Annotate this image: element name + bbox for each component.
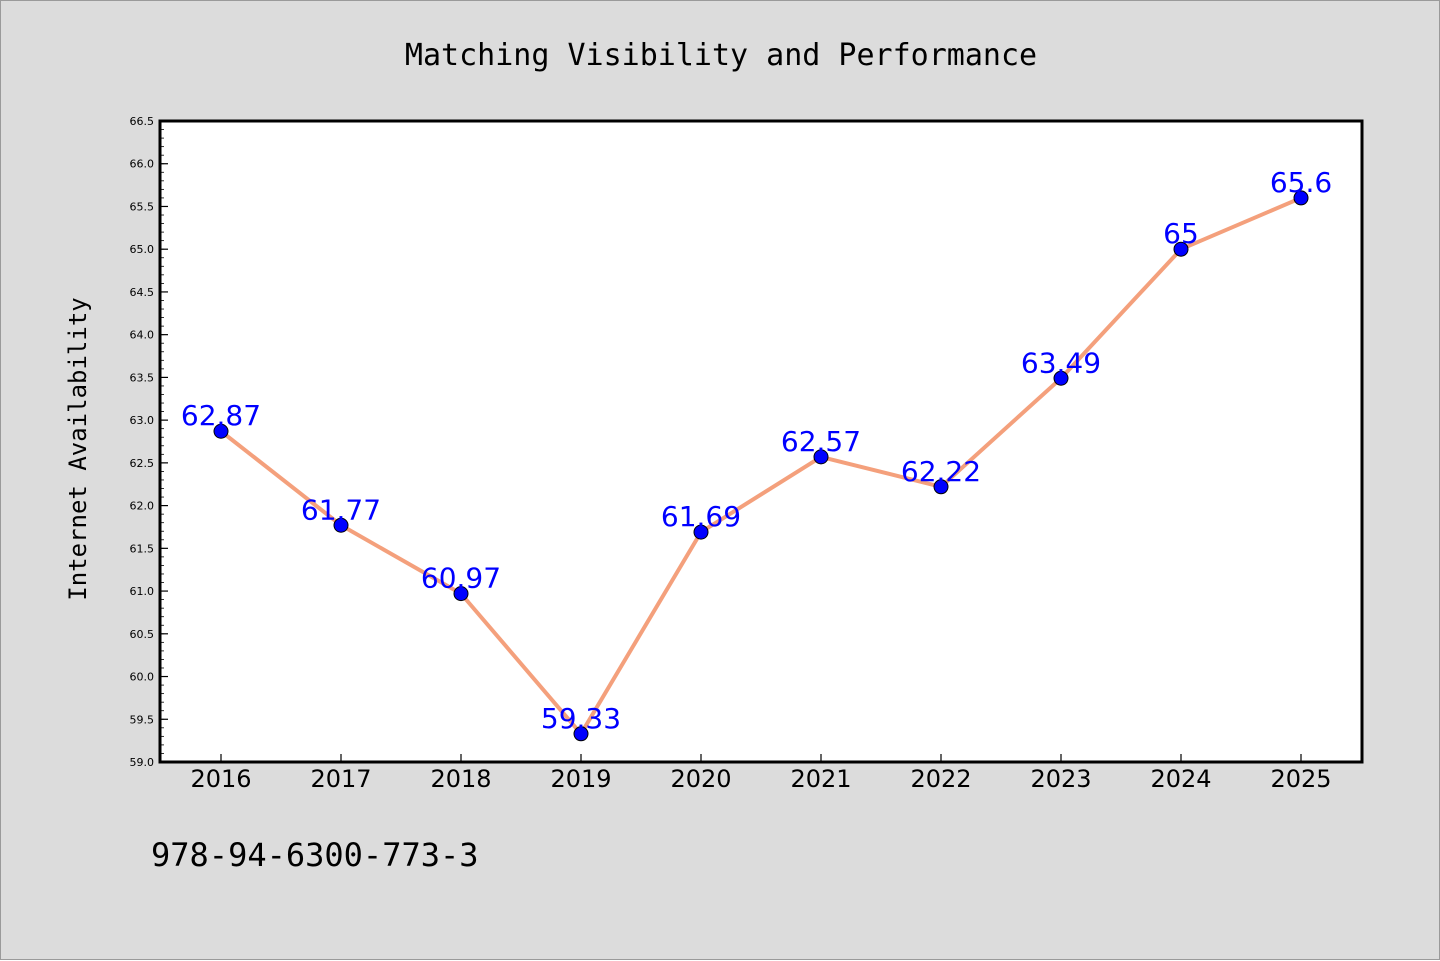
y-tick-label: 62.0	[130, 500, 155, 513]
x-tick-label: 2017	[310, 765, 371, 793]
data-label: 61.77	[301, 493, 381, 526]
x-tick-label: 2025	[1270, 765, 1331, 793]
x-tick-label: 2023	[1030, 765, 1091, 793]
data-point-marker	[813, 449, 829, 465]
data-point-marker	[1293, 190, 1309, 206]
data-label: 60.97	[421, 562, 501, 595]
x-tick-label: 2018	[430, 765, 491, 793]
data-point-marker	[1053, 370, 1069, 386]
y-tick-label: 61.5	[130, 542, 155, 555]
data-point-marker	[933, 479, 949, 495]
y-tick-label: 63.0	[130, 414, 155, 427]
data-point-marker	[693, 524, 709, 540]
y-tick-label: 65.0	[130, 243, 155, 256]
data-label: 62.87	[181, 399, 261, 432]
y-tick-label: 66.0	[130, 158, 155, 171]
data-point-marker	[453, 586, 469, 602]
plot-area	[158, 119, 1364, 764]
series-line	[219, 195, 1303, 736]
y-tick-label: 62.5	[130, 457, 155, 470]
y-tick-label: 59.0	[130, 756, 155, 769]
x-axis: 2016 2017 2018 2019 2020 2021 2022 2023 2024 2025	[190, 754, 1332, 793]
data-label: 59.33	[541, 702, 621, 735]
x-tick-label: 2022	[910, 765, 971, 793]
series-layer	[213, 190, 1309, 742]
data-label: 62.22	[901, 455, 981, 488]
data-label: 63.49	[1021, 346, 1101, 379]
y-tick-label: 61.0	[130, 585, 155, 598]
data-label: 65	[1163, 217, 1199, 250]
isbn-footer: 978-94-6300-773-3	[151, 836, 479, 874]
x-tick-label: 2016	[190, 765, 251, 793]
data-point-marker	[573, 726, 589, 742]
y-tick-label: 63.5	[130, 371, 155, 384]
x-tick-label: 2024	[1150, 765, 1211, 793]
y-tick-label: 60.0	[130, 671, 155, 684]
data-point-marker	[213, 423, 229, 439]
y-tick-label: 60.5	[130, 628, 155, 641]
data-label-layer: 62.87 61.77 60.97 59.33 61.69 62.57 62.22 63.49…	[181, 166, 1332, 735]
y-tick-label: 65.5	[130, 200, 155, 213]
data-label: 61.69	[661, 500, 741, 533]
y-tick-label: 59.5	[130, 713, 155, 726]
data-label: 65.6	[1270, 166, 1332, 199]
y-axis-label: Internet Availability	[64, 297, 92, 600]
y-tick-label: 64.5	[130, 286, 155, 299]
y-tick-label: 64.0	[130, 329, 155, 342]
chart-title: Matching Visibility and Performance	[405, 38, 1037, 73]
y-axis: 59.0 59.5 60.0 60.5 61.0 61.5 62.0 62.5 63.0 63.5…	[130, 115, 168, 769]
y-tick-label: 66.5	[130, 115, 155, 128]
x-tick-label: 2021	[790, 765, 851, 793]
data-point-marker	[1173, 241, 1189, 257]
x-tick-label: 2020	[670, 765, 731, 793]
data-label: 62.57	[781, 425, 861, 458]
data-point-marker	[333, 517, 349, 533]
x-tick-label: 2019	[550, 765, 611, 793]
